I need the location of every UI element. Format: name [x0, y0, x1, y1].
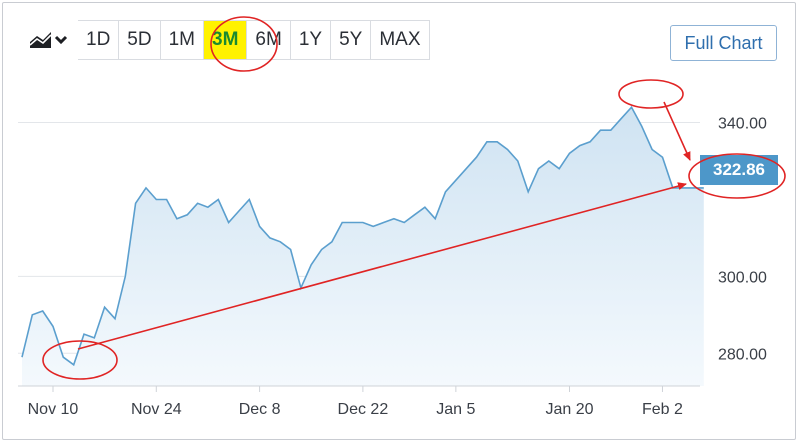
y-tick-label: 340.00: [718, 116, 767, 133]
price-area-fill: [22, 107, 704, 386]
chart-type-dropdown[interactable]: [18, 20, 78, 60]
y-tick-label: 280.00: [718, 346, 767, 363]
range-button-5d[interactable]: 5D: [119, 20, 161, 60]
range-button-1d[interactable]: 1D: [78, 20, 120, 60]
full-chart-button[interactable]: Full Chart: [670, 25, 777, 61]
x-tick-label: Jan 20: [545, 401, 593, 418]
range-button-6m[interactable]: 6M: [247, 20, 291, 60]
x-tick-label: Dec 22: [338, 401, 389, 418]
x-tick-label: Dec 8: [239, 401, 281, 418]
x-tick-label: Nov 24: [131, 401, 182, 418]
range-button-5y[interactable]: 5Y: [331, 20, 372, 60]
range-button-3m[interactable]: 3M: [204, 20, 248, 60]
range-button-1y[interactable]: 1Y: [290, 20, 332, 60]
range-button-max[interactable]: MAX: [371, 20, 430, 60]
y-tick-label: 300.00: [718, 269, 767, 286]
x-tick-label: Nov 10: [28, 401, 79, 418]
range-button-1m[interactable]: 1M: [160, 20, 204, 60]
area-chart-dropdown-icon: [29, 32, 68, 48]
x-tick-label: Feb 2: [642, 401, 683, 418]
current-price-tag: 322.86: [700, 155, 778, 185]
range-selector: 1D 5D 1M 3M 6M 1Y 5Y MAX: [18, 20, 430, 60]
x-tick-label: Jan 5: [436, 401, 475, 418]
